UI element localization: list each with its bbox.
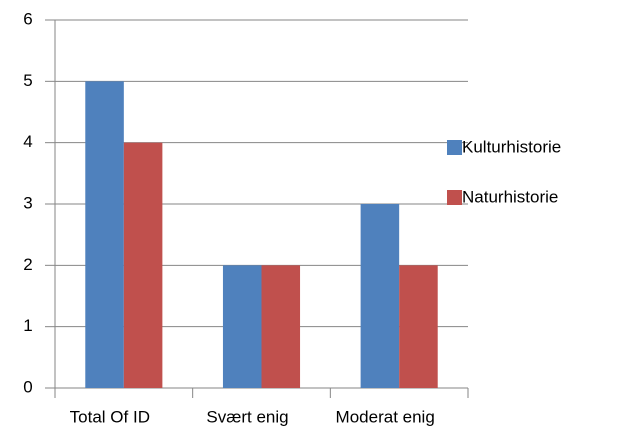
legend-label: Kulturhistorie [462, 137, 561, 156]
bar [222, 265, 262, 388]
legend-swatch [447, 190, 462, 205]
y-tick-label: 0 [23, 377, 32, 396]
y-tick-label: 6 [23, 9, 32, 28]
x-tick-label: Moderat enig [336, 407, 435, 426]
x-tick-label: Total Of ID [70, 407, 150, 426]
y-tick-label: 5 [23, 71, 32, 90]
x-tick-label: Svært enig [206, 407, 288, 426]
y-tick-label: 1 [23, 316, 32, 335]
bar [399, 265, 438, 388]
legend-swatch [447, 140, 462, 155]
legend-label: Naturhistorie [462, 187, 558, 206]
y-tick-label: 3 [23, 193, 32, 212]
bar [360, 204, 400, 388]
y-tick-label: 2 [23, 255, 32, 274]
bar [85, 81, 124, 388]
y-tick-label: 4 [23, 132, 32, 151]
bar [123, 142, 163, 388]
bar [261, 265, 301, 388]
